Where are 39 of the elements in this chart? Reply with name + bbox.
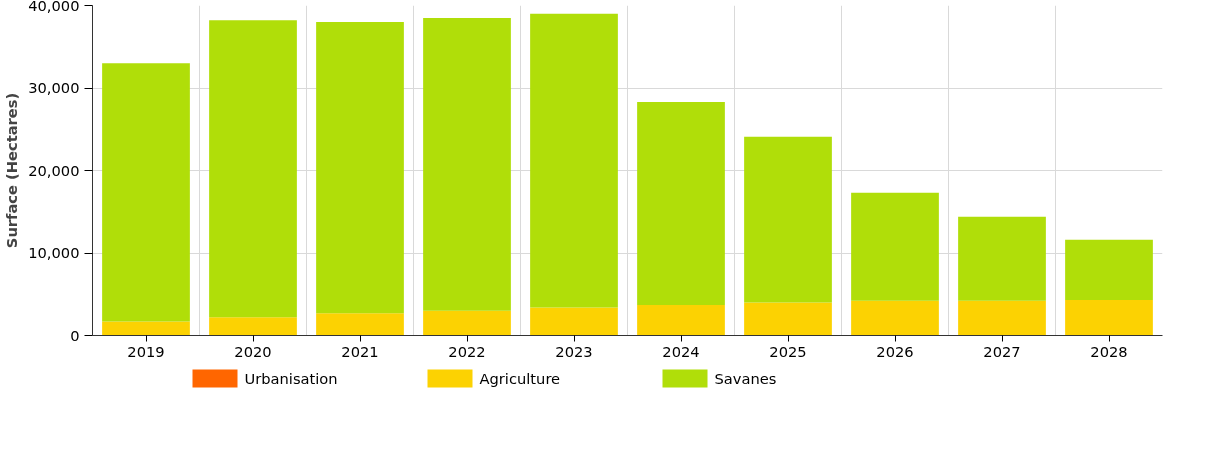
bar (423, 310, 511, 336)
bar (530, 13, 618, 308)
bar (316, 313, 404, 336)
legend-label: Agriculture (479, 370, 561, 387)
bar (851, 300, 939, 336)
y-tick-label: 0 (70, 326, 80, 344)
x-tick-label: 2021 (341, 342, 379, 360)
y-tick-label: 40,000 (28, 0, 80, 14)
legend-label: Savanes (714, 370, 777, 387)
legend-label: Urbanisation (244, 370, 338, 387)
bar (958, 216, 1046, 301)
bar (744, 136, 832, 303)
y-tick-label: 30,000 (28, 79, 80, 96)
y-tick-label: 10,000 (28, 244, 80, 261)
y-tick-label: 20,000 (28, 161, 80, 179)
x-tick-label: 2019 (127, 342, 165, 360)
x-tick-label: 2023 (555, 342, 593, 360)
x-tick-label: 2024 (662, 342, 700, 360)
bar (1065, 239, 1153, 301)
bar (102, 63, 190, 322)
bar (530, 307, 618, 336)
x-tick-label: 2027 (983, 342, 1021, 360)
bar (209, 20, 297, 318)
bar (209, 317, 297, 336)
bar (958, 300, 1046, 336)
bar (637, 304, 725, 336)
bar (423, 17, 511, 311)
x-tick-label: 2025 (769, 342, 807, 360)
bar (102, 321, 190, 336)
bar (851, 192, 939, 301)
bar (744, 302, 832, 336)
x-tick-label: 2026 (876, 342, 914, 360)
bar (316, 22, 404, 314)
x-tick-label: 2028 (1090, 342, 1128, 360)
x-tick-label: 2020 (234, 342, 272, 360)
x-tick-label: 2022 (448, 342, 486, 360)
bar (637, 102, 725, 305)
bar (1065, 300, 1153, 336)
y-axis-title: Surface (Hectares) (3, 92, 21, 249)
